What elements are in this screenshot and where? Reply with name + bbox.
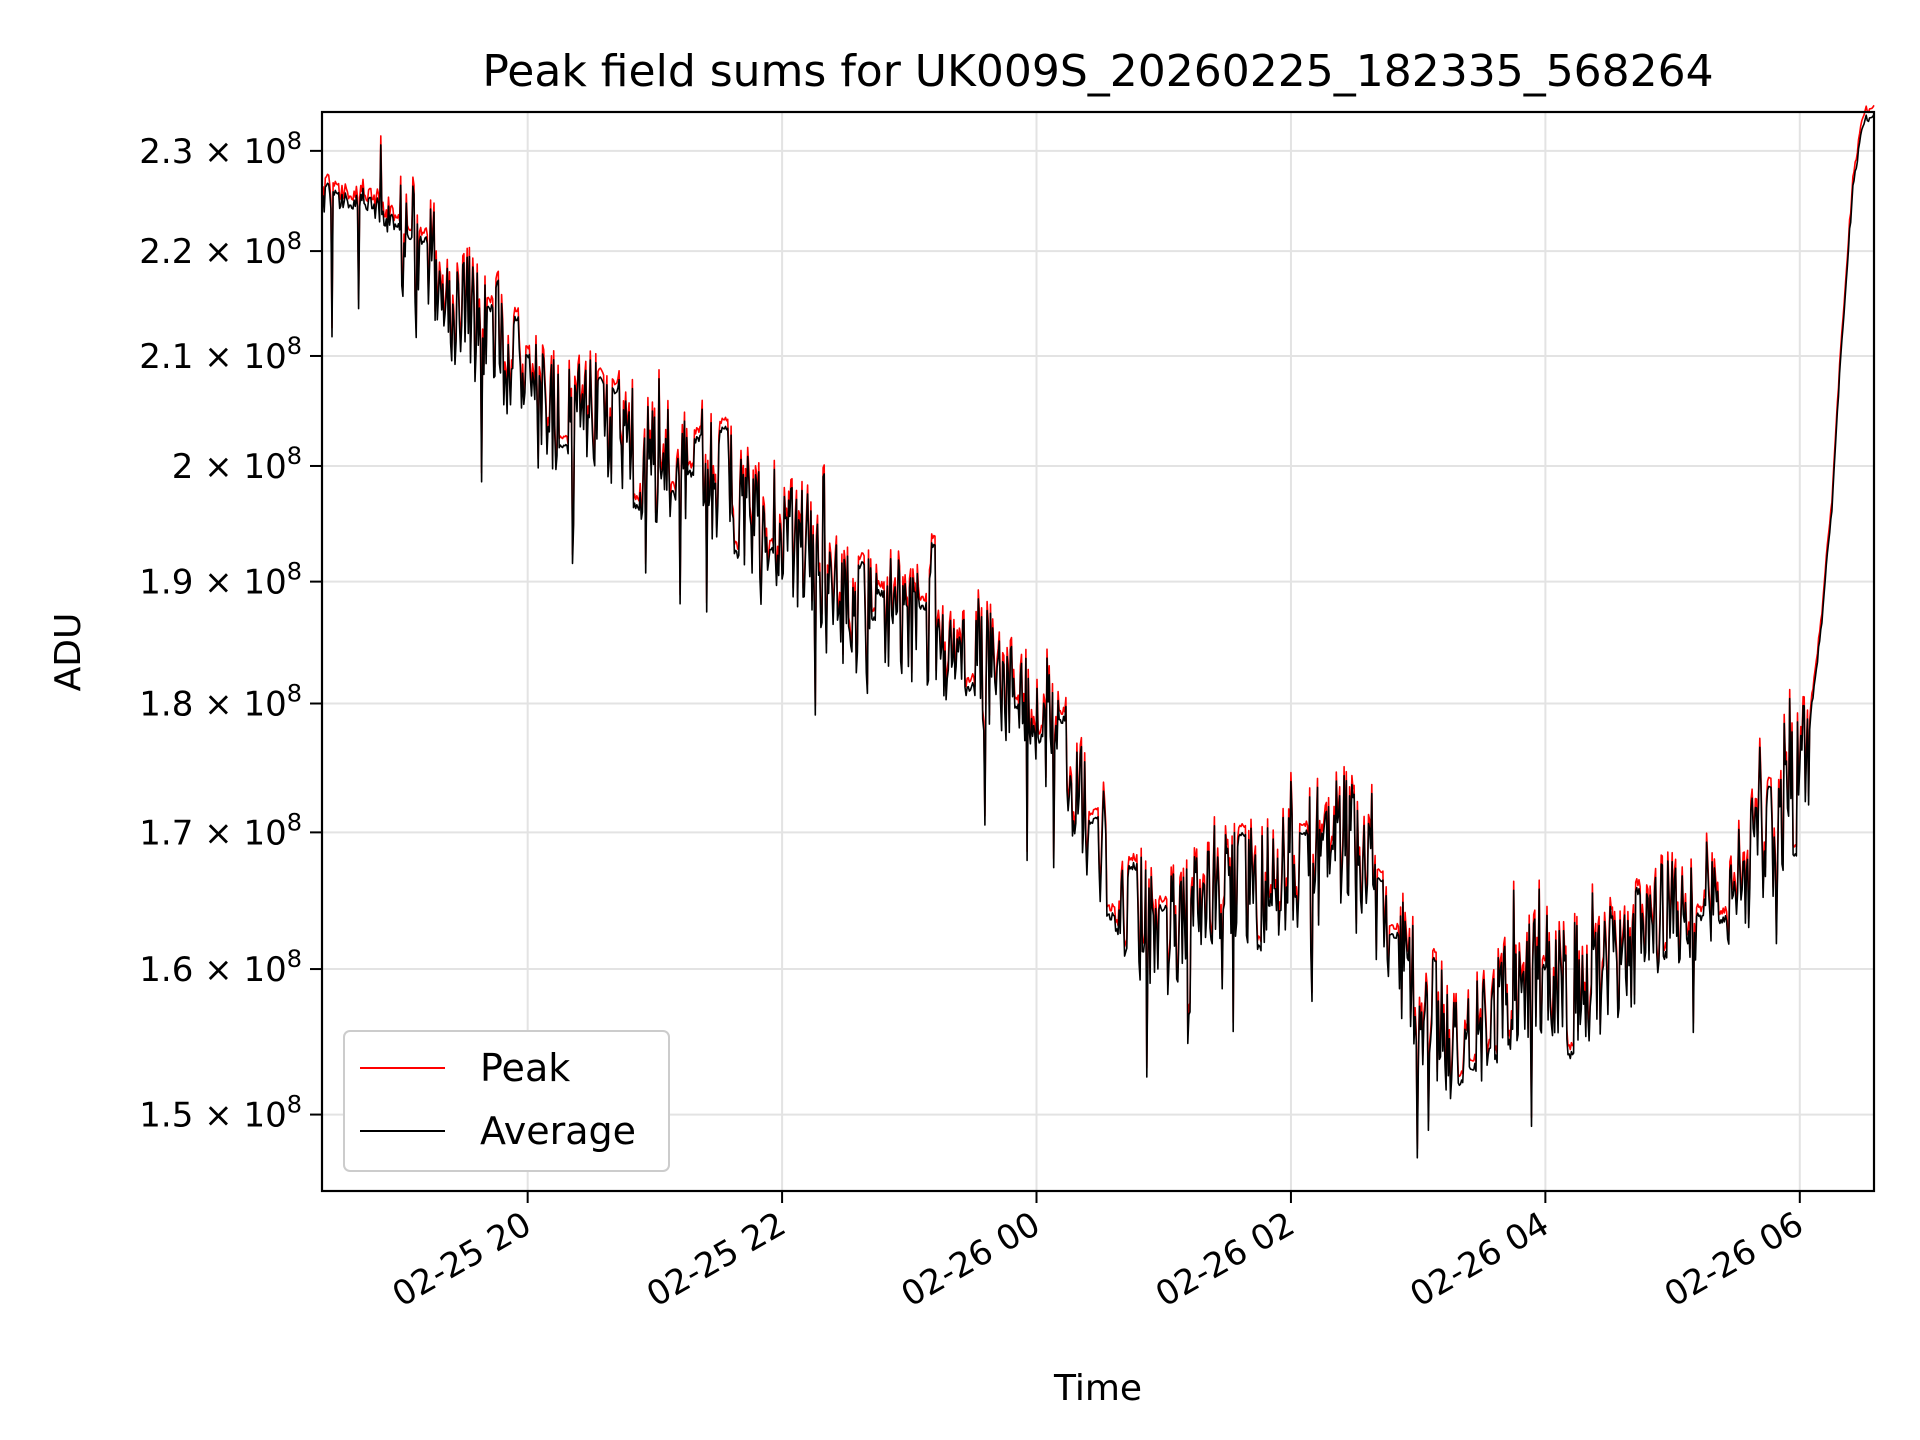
y-tick-label: 1.5 × 108	[139, 1091, 302, 1136]
legend-label-peak: Peak	[480, 1046, 570, 1090]
y-tick-label: 2.1 × 108	[139, 332, 302, 377]
legend: Peak Average	[343, 1030, 670, 1172]
y-tick-label: 2.3 × 108	[139, 127, 302, 172]
series-group	[321, 104, 1875, 1159]
x-axis-label: Time	[1053, 1368, 1142, 1409]
y-tick-label: 2 × 108	[172, 442, 302, 487]
series-line-average	[321, 113, 1875, 1159]
y-tick-label: 1.6 × 108	[139, 945, 302, 990]
y-tick-label: 1.9 × 108	[139, 558, 302, 603]
y-axis-label: ADU	[48, 613, 89, 692]
legend-box	[343, 1030, 670, 1172]
chart-title: Peak field sums for UK009S_20260225_1823…	[482, 46, 1713, 97]
y-tick-label: 2.2 × 108	[139, 227, 302, 272]
legend-label-average: Average	[480, 1109, 636, 1153]
y-tick-label: 1.7 × 108	[139, 808, 302, 853]
grid	[322, 112, 1874, 1191]
y-tick-label: 1.8 × 108	[139, 680, 302, 725]
plot-frame	[320, 110, 1876, 1193]
